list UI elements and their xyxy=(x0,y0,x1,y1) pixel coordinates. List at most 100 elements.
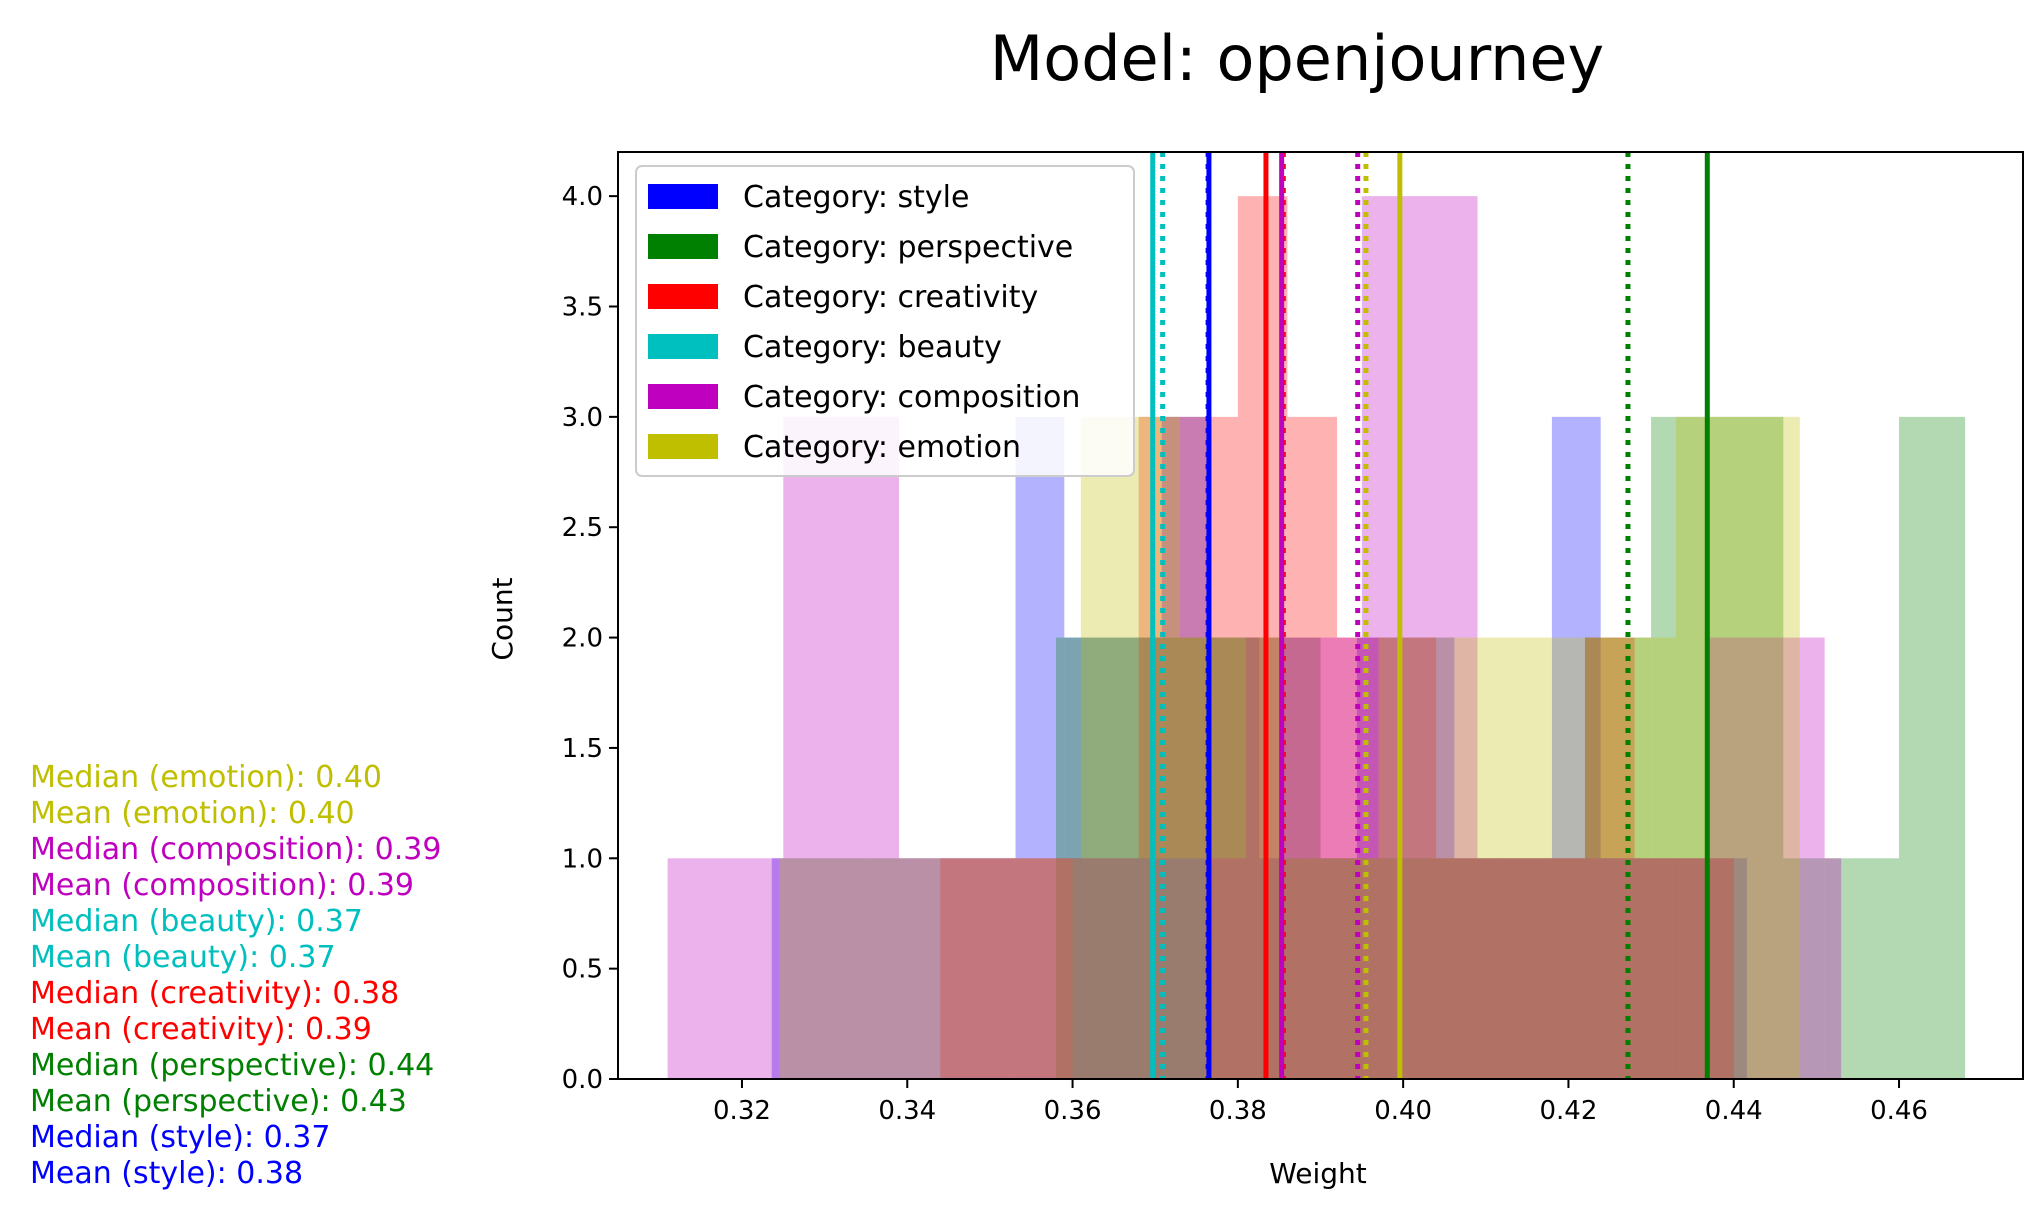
legend-box xyxy=(635,165,1135,477)
x-tick-label: 0.36 xyxy=(1044,1096,1102,1126)
bar-perspective-10 xyxy=(1717,416,1784,1079)
legend-swatch-style xyxy=(648,184,718,209)
y-tick-label: 1.0 xyxy=(562,844,603,874)
bar-emotion-1 xyxy=(882,858,982,1079)
stat-text: Median (beauty): 0.37 xyxy=(30,904,363,939)
legend-label-perspective: Category: perspective xyxy=(743,230,1073,265)
bar-composition-0 xyxy=(667,858,784,1079)
bar-composition-10 xyxy=(1824,858,1842,1079)
y-tick-label: 3.0 xyxy=(562,403,603,433)
bar-emotion-7 xyxy=(1477,637,1577,1079)
bar-composition-9 xyxy=(1708,637,1825,1079)
bar-perspective-7 xyxy=(1518,858,1585,1079)
x-tick-label: 0.44 xyxy=(1705,1096,1763,1126)
y-tick-label: 0.0 xyxy=(562,1065,603,1095)
median-mean-lines xyxy=(1150,152,1710,1079)
legend-swatch-composition xyxy=(648,384,718,409)
legend-swatch-beauty xyxy=(648,334,718,359)
legend-label-composition: Category: composition xyxy=(743,380,1080,415)
bar-perspective-8 xyxy=(1584,637,1652,1079)
bar-style-4 xyxy=(966,858,1016,1079)
x-tick-label: 0.42 xyxy=(1539,1096,1597,1126)
chart-legend: Category: style Category: perspective Cate… xyxy=(635,165,1135,477)
bar-perspective-13 xyxy=(1899,416,1966,1079)
legend-label-emotion: Category: emotion xyxy=(743,430,1021,465)
bar-style-9 xyxy=(1210,637,1260,1079)
x-tick-label: 0.34 xyxy=(878,1096,936,1126)
bar-composition-1 xyxy=(783,416,899,1079)
stat-text: Median (emotion): 0.40 xyxy=(30,760,382,795)
bar-style-3 xyxy=(918,858,967,1079)
legend-swatch-creativity xyxy=(648,284,718,309)
y-tick-label: 1.5 xyxy=(562,734,603,764)
bar-perspective-2 xyxy=(1188,637,1255,1079)
bar-emotion-6 xyxy=(1378,637,1478,1079)
bar-emotion-5 xyxy=(1279,858,1379,1079)
y-tick-label: 4.0 xyxy=(562,182,603,212)
bar-creativity-10 xyxy=(1436,858,1486,1079)
bar-style-13 xyxy=(1405,637,1455,1079)
bar-creativity-9 xyxy=(1386,637,1437,1079)
bar-creativity-2 xyxy=(1039,858,1090,1079)
x-tick-label: 0.32 xyxy=(713,1096,771,1126)
y-axis-label: Count xyxy=(486,577,519,660)
y-tick-label: 2.5 xyxy=(562,513,603,543)
y-tick-label: 3.5 xyxy=(562,293,603,323)
bar-style-8 xyxy=(1161,416,1211,1079)
legend-swatch-emotion xyxy=(648,434,718,459)
bar-beauty-1 xyxy=(1105,858,1156,1079)
bar-perspective-12 xyxy=(1849,858,1900,1079)
legend-label-style: Category: style xyxy=(743,180,969,215)
stat-text: Mean (creativity): 0.39 xyxy=(30,1012,372,1047)
stat-text: Mean (perspective): 0.43 xyxy=(30,1084,407,1119)
bar-style-0 xyxy=(771,858,821,1079)
bar-style-1 xyxy=(820,858,870,1079)
stat-text: Median (creativity): 0.38 xyxy=(30,976,399,1011)
bar-creativity-11 xyxy=(1485,858,1536,1079)
bar-perspective-6 xyxy=(1452,858,1519,1079)
bar-creativity-8 xyxy=(1337,637,1387,1079)
bar-creativity-12 xyxy=(1535,858,1585,1079)
stat-text: Mean (composition): 0.39 xyxy=(30,868,414,903)
bar-style-16 xyxy=(1551,416,1601,1079)
bar-emotion-8 xyxy=(1576,637,1676,1079)
bar-composition-2 xyxy=(899,858,1015,1079)
stat-text: Median (perspective): 0.44 xyxy=(30,1048,434,1083)
bar-perspective-11 xyxy=(1783,858,1850,1079)
bar-style-17 xyxy=(1600,858,1650,1079)
bar-emotion-2 xyxy=(981,858,1081,1079)
stat-text: Median (composition): 0.39 xyxy=(30,832,441,867)
bar-style-14 xyxy=(1454,858,1504,1079)
bar-style-18 xyxy=(1649,858,1699,1079)
bar-creativity-5 xyxy=(1188,416,1238,1079)
legend-label-beauty: Category: beauty xyxy=(743,330,1002,365)
bar-emotion-4 xyxy=(1180,637,1280,1079)
bar-creativity-7 xyxy=(1287,416,1338,1079)
bar-perspective-0 xyxy=(1056,637,1123,1079)
bar-composition-7 xyxy=(1477,858,1594,1079)
plot-frame xyxy=(617,151,2024,1080)
y-tick-label: 0.5 xyxy=(562,955,603,985)
bar-creativity-14 xyxy=(1634,858,1685,1079)
bar-style-15 xyxy=(1503,858,1552,1079)
bar-perspective-4 xyxy=(1320,858,1387,1079)
bar-emotion-0 xyxy=(779,858,883,1079)
legend-swatch-perspective xyxy=(648,234,718,259)
bar-style-6 xyxy=(1064,637,1114,1079)
x-tick-label: 0.40 xyxy=(1374,1096,1432,1126)
bar-emotion-9 xyxy=(1675,416,1800,1079)
x-tick-label: 0.46 xyxy=(1870,1096,1928,1126)
stat-text: Mean (beauty): 0.37 xyxy=(30,940,336,975)
x-tick-label: 0.38 xyxy=(1209,1096,1267,1126)
bar-style-11 xyxy=(1308,858,1357,1079)
y-axis-ticks: 0.0 0.5 1.0 1.5 2.0 2.5 3.0 3.5 4.0 xyxy=(562,182,618,1095)
bar-beauty-0 xyxy=(1072,858,1106,1079)
stat-text: Mean (style): 0.38 xyxy=(30,1156,303,1191)
bar-style-2 xyxy=(869,858,919,1079)
stat-text: Median (style): 0.37 xyxy=(30,1120,330,1155)
bar-creativity-3 xyxy=(1089,858,1139,1079)
chart-title: Model: openjourney xyxy=(990,22,1604,95)
bar-composition-3 xyxy=(1014,858,1131,1079)
